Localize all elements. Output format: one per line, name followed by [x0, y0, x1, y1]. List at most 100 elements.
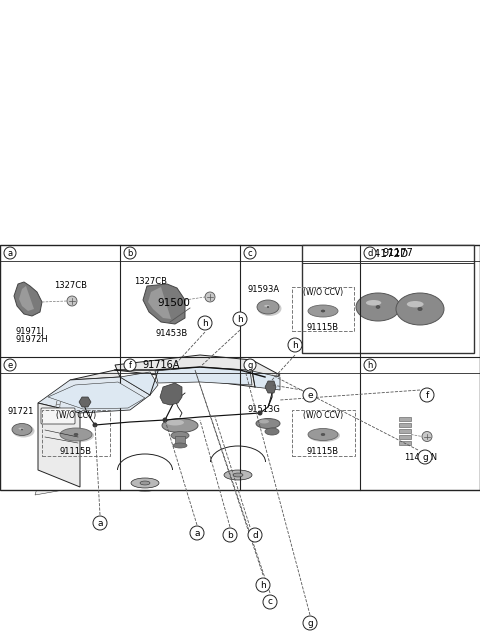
Polygon shape [38, 355, 285, 490]
Circle shape [93, 516, 107, 530]
Circle shape [67, 296, 77, 306]
Text: d: d [252, 530, 258, 540]
Bar [399, 422, 411, 427]
Ellipse shape [321, 434, 325, 436]
Text: h: h [202, 319, 208, 328]
Text: a: a [7, 248, 12, 258]
Text: 84172D: 84172D [367, 249, 408, 259]
Text: h: h [367, 361, 372, 370]
Polygon shape [120, 372, 158, 395]
Polygon shape [19, 286, 34, 311]
Polygon shape [70, 355, 280, 387]
Ellipse shape [308, 429, 338, 441]
Bar [399, 417, 411, 420]
Bar [399, 441, 411, 444]
Polygon shape [252, 371, 280, 390]
Circle shape [163, 417, 168, 422]
Text: b: b [227, 530, 233, 540]
Text: f: f [129, 361, 132, 370]
Bar [292, 410, 355, 455]
Polygon shape [38, 377, 150, 413]
Circle shape [223, 528, 237, 542]
Polygon shape [35, 440, 290, 495]
Polygon shape [155, 367, 252, 385]
Circle shape [256, 578, 270, 592]
Ellipse shape [224, 470, 252, 480]
Circle shape [288, 338, 302, 352]
Ellipse shape [376, 305, 380, 309]
Text: 91972H: 91972H [16, 335, 49, 344]
Text: h: h [237, 314, 243, 323]
Polygon shape [38, 403, 80, 487]
Text: 91115B: 91115B [307, 447, 339, 456]
Ellipse shape [173, 443, 187, 448]
Text: a: a [194, 528, 200, 537]
Text: 91500: 91500 [157, 298, 190, 308]
Text: e: e [7, 361, 12, 370]
Text: a: a [97, 519, 103, 528]
Bar [399, 429, 411, 432]
Circle shape [93, 422, 97, 427]
Circle shape [124, 359, 136, 371]
Polygon shape [79, 397, 91, 407]
Ellipse shape [256, 418, 280, 429]
Circle shape [420, 388, 434, 402]
Ellipse shape [162, 418, 198, 432]
Text: 1141AN: 1141AN [404, 453, 437, 462]
Ellipse shape [418, 307, 422, 311]
Circle shape [263, 595, 277, 609]
Circle shape [233, 312, 247, 326]
Bar [292, 287, 354, 331]
Circle shape [205, 292, 215, 302]
Ellipse shape [233, 473, 243, 477]
Text: 91716A: 91716A [142, 360, 180, 370]
Text: 91177: 91177 [382, 248, 413, 258]
Ellipse shape [259, 420, 269, 424]
Ellipse shape [264, 305, 270, 307]
Polygon shape [143, 284, 185, 324]
Text: 91513G: 91513G [247, 405, 280, 414]
Circle shape [4, 359, 16, 371]
Text: 91593A: 91593A [247, 284, 279, 293]
Ellipse shape [131, 478, 159, 488]
Circle shape [364, 247, 376, 259]
Circle shape [244, 247, 256, 259]
Ellipse shape [124, 475, 166, 491]
Bar [42, 410, 110, 455]
Text: (W/O CCV): (W/O CCV) [303, 411, 343, 420]
Bar [175, 436, 185, 446]
Circle shape [198, 316, 212, 330]
Circle shape [257, 410, 263, 415]
Polygon shape [160, 383, 182, 405]
Circle shape [190, 526, 204, 540]
Text: 1327CB: 1327CB [54, 281, 87, 290]
Text: c: c [248, 248, 252, 258]
Text: 91721: 91721 [8, 407, 35, 416]
Ellipse shape [265, 428, 279, 435]
Circle shape [422, 432, 432, 441]
Ellipse shape [308, 305, 340, 319]
Ellipse shape [19, 428, 24, 429]
Text: (W/O CCV): (W/O CCV) [56, 411, 96, 420]
Ellipse shape [21, 429, 23, 430]
Text: 91115B: 91115B [60, 447, 92, 456]
Ellipse shape [257, 301, 281, 316]
Ellipse shape [321, 310, 325, 312]
Ellipse shape [308, 305, 338, 317]
FancyBboxPatch shape [41, 408, 75, 424]
Ellipse shape [357, 294, 404, 324]
Text: g: g [247, 361, 252, 370]
Ellipse shape [257, 300, 279, 314]
Polygon shape [14, 282, 42, 316]
Ellipse shape [356, 293, 400, 321]
Text: h: h [292, 340, 298, 349]
Ellipse shape [217, 467, 259, 483]
Text: e: e [307, 391, 313, 399]
Text: g: g [307, 618, 313, 627]
Circle shape [303, 388, 317, 402]
Ellipse shape [74, 433, 78, 436]
Circle shape [248, 528, 262, 542]
Text: (W/O CCV): (W/O CCV) [303, 288, 343, 298]
Circle shape [244, 359, 256, 371]
Ellipse shape [407, 301, 423, 307]
